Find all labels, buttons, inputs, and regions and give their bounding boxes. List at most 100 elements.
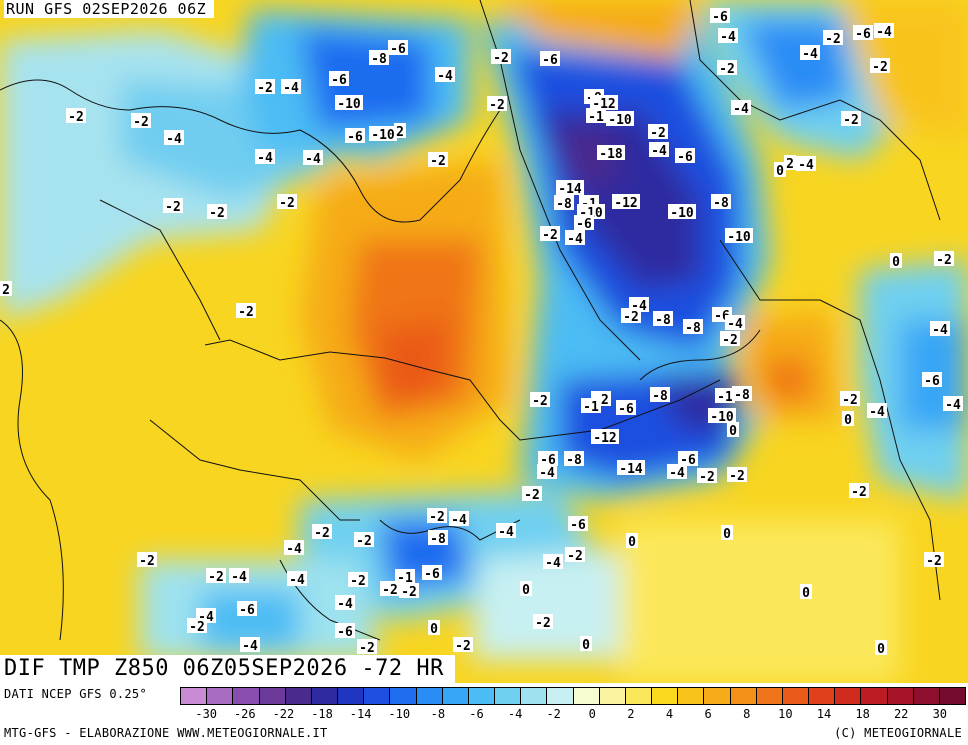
contour-label-bg	[853, 25, 873, 40]
contour-label-bg	[875, 640, 887, 655]
contour-label-bg	[348, 572, 368, 587]
contour-label: -6	[855, 27, 871, 42]
contour-label: -6	[576, 217, 592, 232]
contour-label: -2	[936, 253, 952, 268]
contour-label-bg	[586, 108, 606, 123]
contour-label: -4	[166, 132, 182, 147]
contour-label: -2	[359, 641, 375, 656]
contour-label-bg	[840, 391, 860, 406]
contour-label: -2	[524, 488, 540, 503]
contour-label: 0	[430, 622, 438, 637]
contour-label: -4	[720, 30, 736, 45]
colorbar-tick-label: 18	[855, 707, 870, 721]
colorbar-swatch	[181, 688, 208, 704]
colorbar-swatch	[809, 688, 836, 704]
contour-label-bg	[255, 79, 275, 94]
contour-label: 2	[2, 283, 10, 298]
colorbar-tick-label: -8	[430, 707, 446, 721]
contour-label-bg	[675, 148, 695, 163]
contour-label-bg	[591, 429, 619, 444]
contour-label: -4	[305, 152, 321, 167]
contour-label: 0	[776, 164, 784, 179]
contour-label-bg	[649, 142, 669, 157]
contour-label-bg	[784, 155, 796, 170]
contour-label: -4	[289, 573, 305, 588]
contour-label: -2	[401, 585, 417, 600]
contour-label: -2	[68, 110, 84, 125]
contour-label-bg	[380, 581, 400, 596]
contour-label: -2	[279, 196, 295, 211]
contour-label-bg	[626, 533, 638, 548]
contour-label: -2	[430, 154, 446, 169]
colorbar-tick-label: -22	[272, 707, 295, 721]
contour-label-bg	[606, 111, 634, 126]
contour-label-bg	[721, 525, 733, 540]
contour-label: -10	[337, 97, 361, 112]
contour-label-bg	[922, 372, 942, 387]
contour-label: -1	[583, 400, 599, 415]
colorbar-swatch	[861, 688, 888, 704]
contour-label: -8	[371, 52, 387, 67]
contour-label-bg	[496, 523, 516, 538]
contour-label: -2	[429, 510, 445, 525]
colorbar-tick-label: 14	[816, 707, 832, 721]
contour-label: -2	[825, 32, 841, 47]
contour-label: -8	[566, 453, 582, 468]
contour-label-bg	[137, 552, 157, 567]
contour-label: -2	[238, 305, 254, 320]
contour-label-bg	[841, 111, 861, 126]
contour-label: -14	[619, 462, 643, 477]
contour-label: 2	[786, 157, 794, 172]
colorbar-swatch	[311, 688, 339, 704]
contour-label: -6	[347, 130, 363, 145]
contour-label: -18	[599, 147, 623, 162]
contour-label-bg	[369, 50, 389, 65]
colorbar-tick-label: 8	[743, 707, 751, 721]
contour-label: -2	[356, 534, 372, 549]
contour-label: -2	[842, 393, 858, 408]
contour-label-bg	[229, 568, 249, 583]
contour-label-bg	[565, 547, 585, 562]
colorbar-ticks: -30 -26 -22 -18 -14 -10 -8 -6 -4 -2 0 2 4 6 8 10 14 18 22 3…	[180, 707, 966, 723]
contour-label-bg	[711, 194, 731, 209]
contour-label: -4	[669, 466, 685, 481]
contour-label-bg	[710, 8, 730, 23]
contour-label: -2	[208, 570, 224, 585]
contour-label: 0	[892, 255, 900, 270]
contour-label: -12	[614, 196, 637, 211]
contour-label: -8	[713, 196, 729, 211]
contour-label: -4	[802, 47, 818, 62]
contour-label-bg	[164, 130, 184, 145]
contour-label-bg	[395, 569, 415, 584]
contour-label: -2	[350, 574, 366, 589]
colorbar-swatch	[285, 688, 312, 704]
contour-label-bg	[612, 194, 640, 209]
contour-label: -4	[451, 513, 467, 528]
contour-label: -4	[945, 398, 961, 413]
contour-label-bg	[163, 198, 183, 213]
colorbar-tick-label: 10	[778, 707, 793, 721]
contour-label-bg	[943, 396, 963, 411]
contour-label-bg	[491, 49, 511, 64]
contour-label: -4	[437, 69, 453, 84]
contour-label-bg	[369, 126, 397, 141]
contour-label-bg	[554, 195, 574, 210]
contour-label-bg	[867, 403, 887, 418]
colorbar-tick-label: 6	[704, 707, 712, 721]
contour-label-bg	[715, 388, 735, 403]
contour-label-bg	[581, 398, 601, 413]
contour-label: -2	[535, 616, 551, 631]
contour-label: 0	[628, 535, 636, 550]
contour-label-bg	[345, 128, 365, 143]
colorbar-tick-label: -14	[349, 707, 372, 721]
colorbar-swatch	[259, 688, 286, 704]
contour-label: -4	[257, 151, 273, 166]
credit-line: MTG-GFS - ELABORAZIONE WWW.METEOGIORNALE…	[4, 726, 328, 740]
contour-label-bg	[683, 319, 703, 334]
contour-label-bg	[930, 321, 950, 336]
contour-label: -2	[722, 333, 738, 348]
contour-label: 0	[723, 527, 731, 542]
colorbar-tick-label: 2	[627, 707, 635, 721]
colorbar-swatch	[547, 688, 574, 704]
run-header: RUN GFS 02SEP2026 06Z	[4, 0, 215, 18]
